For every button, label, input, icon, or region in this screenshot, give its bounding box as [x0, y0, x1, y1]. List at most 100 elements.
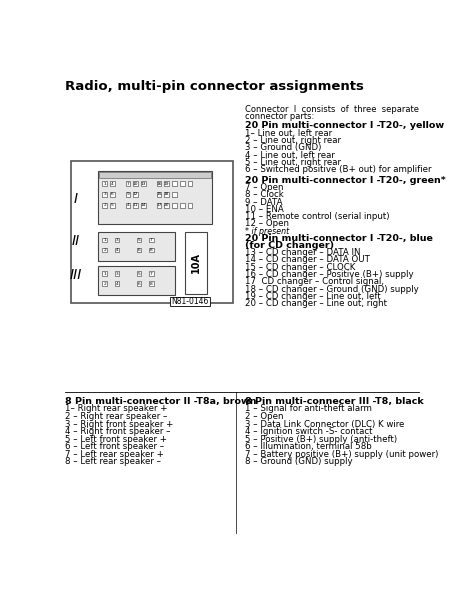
Text: 3 – Ground (GND): 3 – Ground (GND)	[245, 143, 321, 152]
Bar	[136, 281, 141, 286]
Text: 19: 19	[164, 182, 169, 185]
Bar	[164, 192, 169, 197]
Text: 15 – CD changer – CLOCK: 15 – CD changer – CLOCK	[245, 263, 355, 272]
Text: 12 – Open: 12 – Open	[245, 220, 289, 229]
Text: 18: 18	[164, 193, 169, 196]
Bar	[115, 248, 119, 252]
Bar	[136, 238, 141, 242]
Bar	[180, 203, 185, 208]
Text: 2 – Line out, right rear: 2 – Line out, right rear	[245, 136, 341, 145]
Text: 3: 3	[103, 193, 106, 196]
Bar	[170, 297, 210, 306]
Text: 1: 1	[103, 272, 106, 276]
Bar	[99, 172, 211, 178]
Text: 20 Pin multi-connector I -T20-, green*: 20 Pin multi-connector I -T20-, green*	[245, 176, 446, 185]
Text: 4 – Right front speaker –: 4 – Right front speaker –	[65, 427, 171, 436]
Bar	[102, 181, 107, 186]
Text: 7 – Open: 7 – Open	[245, 183, 284, 192]
Bar	[149, 281, 153, 286]
Bar	[102, 271, 107, 276]
Text: 5 – Positive (B+) supply (anti-theft): 5 – Positive (B+) supply (anti-theft)	[245, 434, 397, 443]
Bar	[98, 170, 212, 224]
Bar	[71, 161, 233, 303]
Bar	[188, 181, 192, 186]
Bar	[172, 181, 177, 186]
Bar	[102, 192, 107, 197]
Text: 17: 17	[156, 203, 162, 207]
Text: 11 – Remote control (serial input): 11 – Remote control (serial input)	[245, 212, 389, 221]
Text: Connector  I  consists  of  three  separate: Connector I consists of three separate	[245, 105, 419, 114]
Text: 12: 12	[133, 193, 138, 196]
Text: 7 – Left rear speaker +: 7 – Left rear speaker +	[65, 450, 164, 459]
Text: II: II	[72, 235, 80, 248]
Text: 3 – Right front speaker +: 3 – Right front speaker +	[65, 419, 174, 428]
Bar	[188, 203, 192, 208]
Bar	[136, 248, 141, 252]
Text: 2 – Open: 2 – Open	[245, 412, 284, 421]
Text: 10 – ENA: 10 – ENA	[245, 205, 284, 214]
Text: 4 – Line out, left rear: 4 – Line out, left rear	[245, 151, 335, 160]
Text: connector parts:: connector parts:	[245, 112, 314, 121]
Bar	[98, 266, 175, 295]
Text: 15: 15	[156, 193, 162, 196]
Bar	[172, 203, 177, 208]
Text: 6: 6	[137, 282, 140, 286]
Text: 2: 2	[103, 248, 106, 252]
Text: 5: 5	[137, 272, 140, 276]
Text: (for CD changer): (for CD changer)	[245, 241, 334, 250]
Bar	[102, 203, 107, 208]
Text: III: III	[70, 268, 82, 281]
Text: 8: 8	[150, 282, 152, 286]
Text: 2 – Right rear speaker –: 2 – Right rear speaker –	[65, 412, 168, 421]
Text: 7: 7	[126, 182, 129, 185]
Bar	[98, 232, 175, 260]
Text: 6 – Switched positive (B+ out) for amplifier: 6 – Switched positive (B+ out) for ampli…	[245, 165, 431, 174]
Text: 5: 5	[137, 238, 140, 242]
Bar	[102, 281, 107, 286]
Text: 9: 9	[126, 193, 129, 196]
Bar	[164, 203, 169, 208]
Text: 8 – Ground (GND) supply: 8 – Ground (GND) supply	[245, 457, 353, 466]
Text: 13: 13	[141, 182, 146, 185]
Text: 3 – Data Link Connector (DLC) K wire: 3 – Data Link Connector (DLC) K wire	[245, 419, 405, 428]
Bar	[157, 181, 161, 186]
Text: * if present: * if present	[245, 227, 289, 236]
Text: 4: 4	[116, 248, 118, 252]
Text: 4: 4	[116, 282, 118, 286]
Bar	[126, 192, 130, 197]
Text: 19 – CD changer – Line out, left: 19 – CD changer – Line out, left	[245, 292, 381, 301]
Text: N81-0146: N81-0146	[171, 297, 209, 306]
Bar	[157, 192, 161, 197]
Bar	[185, 232, 207, 294]
Bar	[149, 248, 153, 252]
Text: 8 Pin multi-conneсеr III -T8, black: 8 Pin multi-conneсеr III -T8, black	[245, 397, 424, 406]
Bar	[110, 181, 115, 186]
Bar	[115, 238, 119, 242]
Text: 1: 1	[103, 238, 106, 242]
Text: 10: 10	[133, 182, 138, 185]
Text: 1: 1	[103, 182, 106, 185]
Bar	[126, 181, 130, 186]
Text: 17  CD changer – Control signal,: 17 CD changer – Control signal,	[245, 277, 384, 286]
Text: 5: 5	[111, 203, 114, 207]
Text: 6 – Left front speaker –: 6 – Left front speaker –	[65, 442, 164, 451]
Text: 6: 6	[137, 248, 140, 252]
Bar	[115, 281, 119, 286]
Text: Radio, multi-pin connector assignments: Radio, multi-pin connector assignments	[65, 80, 364, 92]
Text: 20 Pin multi-connector I -T20-, blue: 20 Pin multi-connector I -T20-, blue	[245, 234, 433, 243]
Bar	[115, 271, 119, 276]
Text: 20 – CD changer – Line out, right: 20 – CD changer – Line out, right	[245, 299, 387, 308]
Bar	[141, 203, 146, 208]
Text: 5 – Left front speaker +: 5 – Left front speaker +	[65, 434, 167, 443]
Text: 3: 3	[116, 238, 118, 242]
Text: 8 – Left rear speaker –: 8 – Left rear speaker –	[65, 457, 161, 466]
Text: 8: 8	[150, 248, 152, 252]
Bar	[149, 271, 153, 276]
Text: 2: 2	[103, 203, 106, 207]
Text: 2: 2	[103, 282, 106, 286]
Text: 16: 16	[156, 182, 162, 185]
Bar	[141, 181, 146, 186]
Text: I: I	[74, 192, 78, 206]
Text: 14 – CD changer – DATA OUT: 14 – CD changer – DATA OUT	[245, 255, 370, 264]
Text: 18 – CD changer – Ground (GND) supply: 18 – CD changer – Ground (GND) supply	[245, 284, 419, 293]
